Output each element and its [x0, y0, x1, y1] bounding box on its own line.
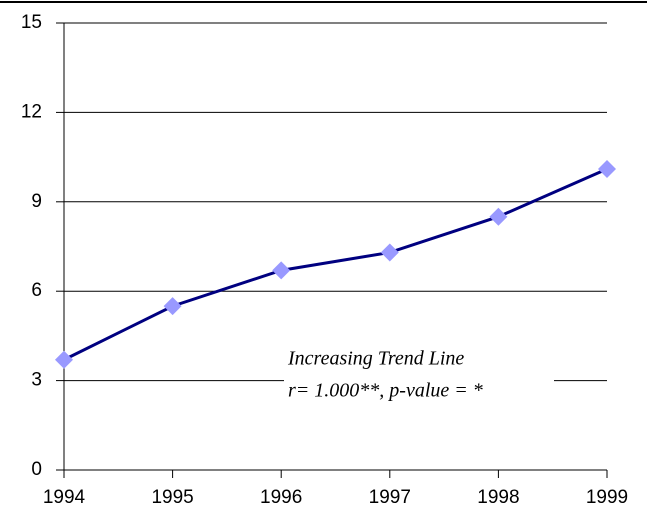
x-tick-label: 1999 — [586, 487, 628, 508]
y-tick-label: 9 — [31, 191, 42, 212]
annotation: Increasing Trend Line — [287, 348, 464, 370]
annotation: r= 1.000**, p-value = * — [288, 380, 483, 402]
x-tick-label: 1995 — [151, 487, 193, 508]
y-tick-label: 0 — [31, 459, 42, 480]
marker — [55, 350, 73, 369]
marks — [55, 160, 616, 369]
x-tick-label: 1998 — [477, 487, 519, 508]
y-tick-label: 3 — [31, 370, 42, 391]
marker — [489, 207, 508, 226]
y-tick-label: 6 — [31, 280, 42, 301]
x-tick-label: 1997 — [369, 487, 411, 508]
marker — [272, 261, 291, 280]
marker — [380, 243, 399, 262]
x-tick-label: 1996 — [260, 487, 302, 508]
marker — [163, 297, 182, 316]
annotation-box — [284, 340, 554, 410]
y-tick-label: 12 — [21, 101, 42, 122]
x-tick-label: 1994 — [43, 487, 86, 508]
y-tick-label: 15 — [21, 12, 42, 33]
grid: 0 3 6 9 12 15 1994 1995 1996 1997 1998 1999 — [21, 12, 628, 508]
line — [63, 167, 608, 362]
marker — [598, 160, 616, 179]
